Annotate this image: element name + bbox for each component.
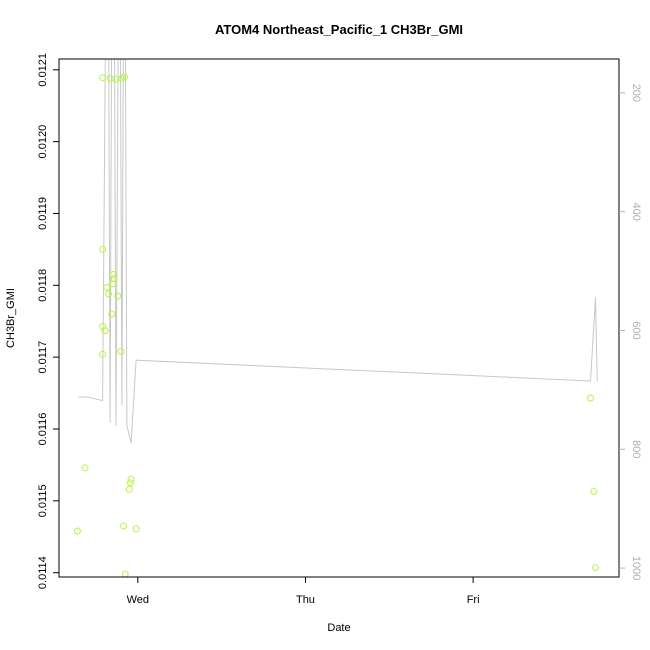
chart-title: ATOM4 Northeast_Pacific_1 CH3Br_GMI bbox=[215, 22, 463, 37]
data-point bbox=[127, 475, 135, 483]
data-point bbox=[106, 74, 114, 82]
y-tick-label: 0.0118 bbox=[37, 269, 49, 302]
data-point bbox=[120, 73, 128, 81]
data-point bbox=[101, 327, 109, 335]
data-point bbox=[108, 310, 116, 318]
y-tick-label: 0.0117 bbox=[37, 341, 49, 374]
y-tick-label: 0.0115 bbox=[37, 484, 49, 517]
data-point bbox=[99, 74, 107, 82]
y2-tick-label: 200 bbox=[630, 84, 642, 102]
data-point bbox=[132, 525, 140, 533]
data-point bbox=[114, 292, 122, 300]
y2-tick-label: 600 bbox=[630, 321, 642, 339]
data-point bbox=[103, 284, 111, 291]
y-tick-label: 0.0121 bbox=[37, 53, 49, 87]
y2-tick-label: 400 bbox=[630, 202, 642, 220]
data-point bbox=[110, 271, 117, 278]
data-point bbox=[99, 350, 107, 358]
plot-frame bbox=[58, 58, 620, 578]
y2-tick-label: 800 bbox=[630, 440, 642, 458]
data-point bbox=[125, 485, 133, 493]
data-point bbox=[99, 245, 107, 253]
y2-tick-label: 1000 bbox=[630, 556, 642, 580]
series-line bbox=[78, 59, 598, 444]
x-tick-label: Thu bbox=[296, 594, 315, 606]
data-points bbox=[73, 73, 599, 577]
x-tick-label: Wed bbox=[127, 594, 149, 606]
data-point bbox=[120, 522, 128, 530]
right-y-axis: 200 400 600 800 1000 bbox=[619, 84, 642, 580]
data-point bbox=[587, 394, 594, 402]
y-axis: 0.0114 0.0115 0.0116 0.0117 0.0118 0.0119 0.01… bbox=[37, 53, 60, 589]
data-point bbox=[105, 290, 112, 298]
x-axis: Wed Thu Fri bbox=[127, 576, 480, 606]
y-tick-label: 0.0119 bbox=[37, 197, 49, 230]
data-point bbox=[73, 527, 81, 535]
data-point bbox=[110, 275, 118, 283]
y-tick-label: 0.0114 bbox=[37, 556, 49, 589]
data-point bbox=[592, 564, 599, 572]
data-point bbox=[590, 488, 598, 495]
data-point bbox=[121, 570, 129, 577]
y-axis-label: CH3Br_GMI bbox=[5, 288, 17, 348]
right-axis-series bbox=[78, 59, 598, 444]
data-point bbox=[126, 479, 134, 487]
y-tick-label: 0.0120 bbox=[37, 125, 49, 159]
data-point bbox=[117, 347, 125, 355]
data-point bbox=[81, 464, 89, 472]
x-tick-label: Fri bbox=[467, 594, 480, 606]
x-axis-label: Date bbox=[327, 622, 350, 634]
y-tick-label: 0.0116 bbox=[37, 413, 49, 446]
